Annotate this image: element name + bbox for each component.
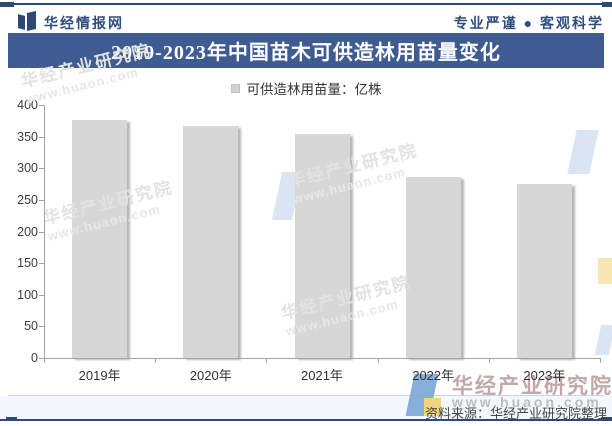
top-rule [0, 3, 612, 5]
y-axis-tickmark [39, 105, 44, 107]
watermark-logo-icon [594, 325, 612, 355]
y-axis-tickmark [39, 231, 44, 233]
y-axis-tick-label: 0 [31, 351, 38, 365]
y-axis-tickmark [39, 294, 44, 296]
top-rule-right-cap [602, 2, 612, 7]
chart-title: 2019-2023年中国苗木可供造林用苗量变化 [111, 42, 501, 64]
y-axis-tickmark [39, 326, 44, 328]
source-note: 资料来源：华经产业研究院整理 [424, 406, 607, 421]
y-axis-tick-label: 100 [17, 287, 38, 302]
y-axis-tickmark [39, 200, 44, 201]
bar [72, 119, 128, 358]
y-axis-tick-label: 300 [17, 161, 38, 176]
y-axis-tickmark [39, 136, 44, 138]
x-axis-line [44, 358, 600, 359]
huajing-logo-icon [18, 11, 38, 31]
y-axis-tick-label: 50 [24, 319, 38, 334]
x-axis-tickmark [377, 358, 379, 363]
x-axis-category-label: 2019年 [78, 368, 121, 383]
x-axis-tickmark [488, 358, 490, 363]
brand-name: 华经情报网 [44, 15, 124, 31]
bottom-rule [0, 419, 612, 421]
legend-marker-icon [230, 83, 240, 93]
y-axis-tickmark [39, 263, 44, 265]
x-axis-category-label: 2021年 [301, 368, 343, 383]
y-axis-tickmark [39, 358, 44, 359]
x-axis-tickmark [155, 358, 157, 363]
y-axis-tick-label: 400 [17, 98, 38, 113]
y-axis-tick-label: 150 [17, 256, 38, 271]
x-axis-category-label: 2023年 [523, 368, 566, 383]
bar [516, 183, 572, 358]
x-axis-category-label: 2020年 [189, 368, 232, 383]
chart-legend: 可供造林用苗量：亿株 [0, 78, 612, 98]
watermark-logo-icon [567, 130, 599, 174]
watermark-logo-icon [424, 398, 441, 416]
watermark-url: www.huaon.com [452, 394, 602, 410]
bar [294, 134, 350, 358]
legend-label: 可供造林用苗量：亿株 [246, 82, 382, 97]
y-axis-tick-label: 350 [17, 129, 38, 144]
bottom-rule-right-cap [601, 417, 612, 421]
x-axis-tickmark [600, 358, 601, 363]
chart-title-banner: 2019-2023年中国苗木可供造林用苗量变化 [8, 33, 604, 68]
header-slogan: 专业严谨 ● 客观科学 [453, 15, 604, 31]
x-axis-tickmark [44, 358, 45, 363]
x-axis-tickmark [266, 358, 268, 363]
footer-separator [8, 395, 604, 396]
y-axis-tickmark [39, 168, 44, 170]
watermark-logo-icon [598, 258, 612, 284]
y-axis-tick-label: 200 [17, 224, 38, 239]
bar [183, 126, 239, 358]
y-axis-line [44, 105, 45, 358]
x-axis-category-label: 2022年 [412, 368, 455, 383]
bar [405, 177, 461, 358]
y-axis-tick-label: 250 [17, 193, 38, 207]
footer-strip [0, 396, 612, 419]
watermark-name: 华经产业研究院 [452, 375, 612, 398]
